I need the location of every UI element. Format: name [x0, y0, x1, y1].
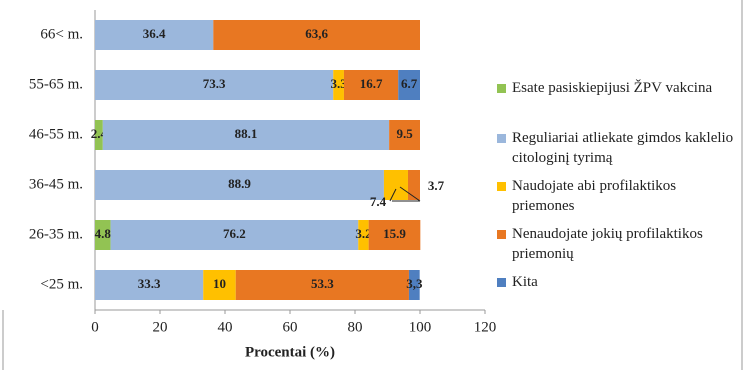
value-label: 9.5	[396, 126, 413, 141]
bar-segment	[95, 20, 214, 50]
value-label: 76.2	[223, 226, 246, 241]
value-label: 63,6	[305, 26, 328, 41]
y-tick-label: 26-35 m.	[29, 226, 83, 242]
y-tick-label: 55-65 m.	[29, 76, 83, 92]
x-tick-label: 0	[91, 319, 99, 335]
x-tick-label: 60	[283, 319, 298, 335]
bar-segment	[407, 170, 420, 200]
value-label: 15.9	[383, 226, 406, 241]
y-tick-label: <25 m.	[40, 276, 83, 292]
x-tick-label: 40	[218, 319, 233, 335]
legend-label: Esate pasiskiepijusi ŽPV vakcina	[512, 80, 713, 96]
value-label: 53.3	[311, 276, 334, 291]
bar-segment	[389, 120, 420, 150]
bar-segment	[235, 270, 409, 300]
y-tick-label: 66< m.	[40, 26, 83, 42]
legend-label: Reguliariai atliekate gimdos kaklelio ci…	[512, 130, 734, 166]
bar-segment	[408, 270, 420, 300]
legend-label: Kita	[512, 274, 538, 290]
bar-segment	[95, 270, 204, 300]
x-tick-label: 20	[153, 319, 168, 335]
legend-label: Naudojate abi profilaktikos priemones	[512, 178, 677, 214]
y-tick-label: 46-55 m.	[29, 126, 83, 142]
value-label: 6.7	[401, 76, 418, 91]
bar-segment	[203, 270, 236, 300]
value-label: 88.9	[228, 176, 251, 191]
value-label: 73.3	[203, 76, 226, 91]
legend-label: Nenaudojate jokių profilaktikos priemoni…	[512, 226, 703, 262]
x-tick-label: 100	[409, 319, 432, 335]
bar-segment	[358, 220, 369, 250]
legend-swatch	[497, 84, 506, 93]
bar-segment	[95, 70, 334, 100]
leader-line	[389, 188, 397, 202]
bar-segment	[102, 120, 390, 150]
leader-line	[399, 186, 421, 202]
bar-segment	[110, 220, 359, 250]
bar-segment	[95, 120, 103, 150]
value-label: 10	[213, 276, 226, 291]
bar-segment	[383, 170, 408, 200]
bar-segment	[343, 70, 399, 100]
x-tick-label: 120	[474, 319, 497, 335]
x-axis-label: Procentai (%)	[245, 344, 335, 360]
value-label: 3.2	[355, 226, 371, 241]
value-label: 16.7	[360, 76, 383, 91]
x-tick-label: 80	[348, 319, 363, 335]
value-label: 3.3	[330, 76, 347, 91]
bar-segment	[213, 20, 420, 50]
bar-segment	[398, 70, 420, 100]
legend-swatch	[497, 182, 506, 191]
bar-segment	[95, 170, 384, 200]
value-label: 3.7	[428, 178, 445, 193]
value-label: 33.3	[138, 276, 161, 291]
value-label: 4.8	[95, 226, 112, 241]
value-label: 36.4	[143, 26, 166, 41]
value-label: 7.4	[370, 194, 387, 209]
legend-swatch	[497, 134, 506, 143]
bar-segment	[333, 70, 344, 100]
bar-segment	[368, 220, 421, 250]
legend-swatch	[497, 278, 506, 287]
legend-swatch	[497, 230, 506, 239]
bar-segment	[95, 220, 111, 250]
y-tick-label: 36-45 m.	[29, 176, 83, 192]
value-label: 3,3	[406, 276, 423, 291]
value-label: 88.1	[235, 126, 258, 141]
